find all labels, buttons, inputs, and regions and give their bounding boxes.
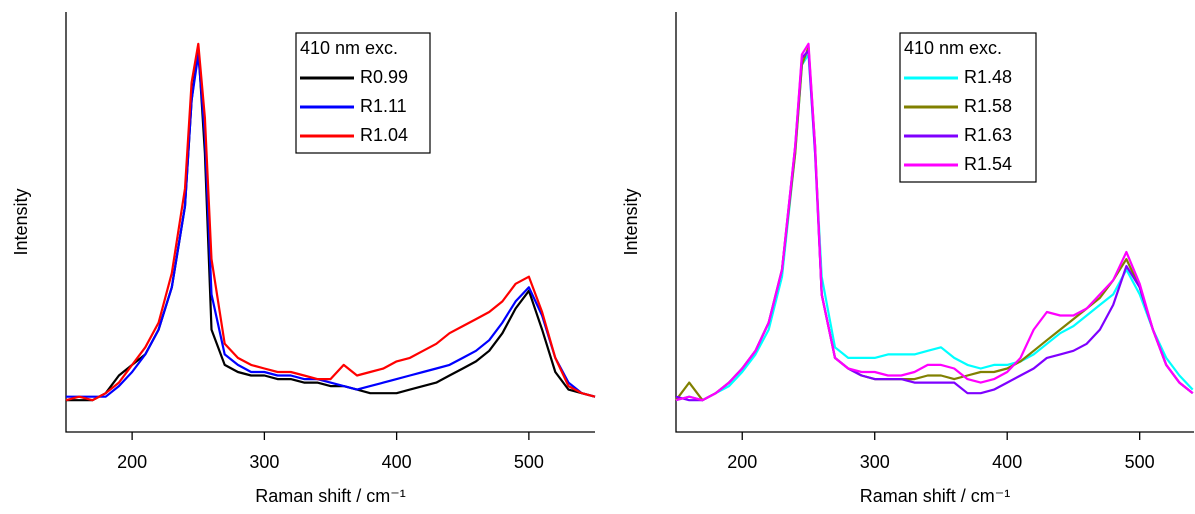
panel: 200 300 400 500 Raman shift / cm⁻¹ Intensity 4… xyxy=(11,12,596,506)
legend-title: 410 nm exc. xyxy=(904,38,1002,58)
legend-box xyxy=(295,32,431,154)
data-line xyxy=(675,42,1194,402)
x-tick-label: 500 xyxy=(1125,452,1155,472)
x-axis-label: Raman shift / cm⁻¹ xyxy=(860,486,1011,506)
x-tick-label: 400 xyxy=(992,452,1022,472)
x-tick-label: 500 xyxy=(514,452,544,472)
x-axis-label: Raman shift / cm⁻¹ xyxy=(255,486,406,506)
legend-title: 410 nm exc. xyxy=(300,38,398,58)
x-tick-label: 200 xyxy=(727,452,757,472)
panel: 200 300 400 500 Raman shift / cm⁻¹ Intensity 4… xyxy=(621,12,1194,506)
legend-label: R1.11 xyxy=(360,96,407,116)
legend-label: R1.04 xyxy=(360,125,408,145)
legend-label: R1.48 xyxy=(964,67,1012,87)
x-tick-label: 200 xyxy=(117,452,147,472)
legend-label: R1.54 xyxy=(964,154,1012,174)
y-axis-label: Intensity xyxy=(621,188,641,255)
data-line xyxy=(65,42,596,402)
data-line xyxy=(675,53,1194,402)
legend-label: R1.63 xyxy=(964,125,1012,145)
axis xyxy=(675,12,1194,433)
x-tick-label: 300 xyxy=(860,452,890,472)
x-tick-label: 400 xyxy=(382,452,412,472)
legend-label: R0.99 xyxy=(360,67,408,87)
axis xyxy=(65,12,595,433)
y-axis-label: Intensity xyxy=(11,188,31,255)
legend-label: R1.58 xyxy=(964,96,1012,116)
x-tick-label: 300 xyxy=(249,452,279,472)
